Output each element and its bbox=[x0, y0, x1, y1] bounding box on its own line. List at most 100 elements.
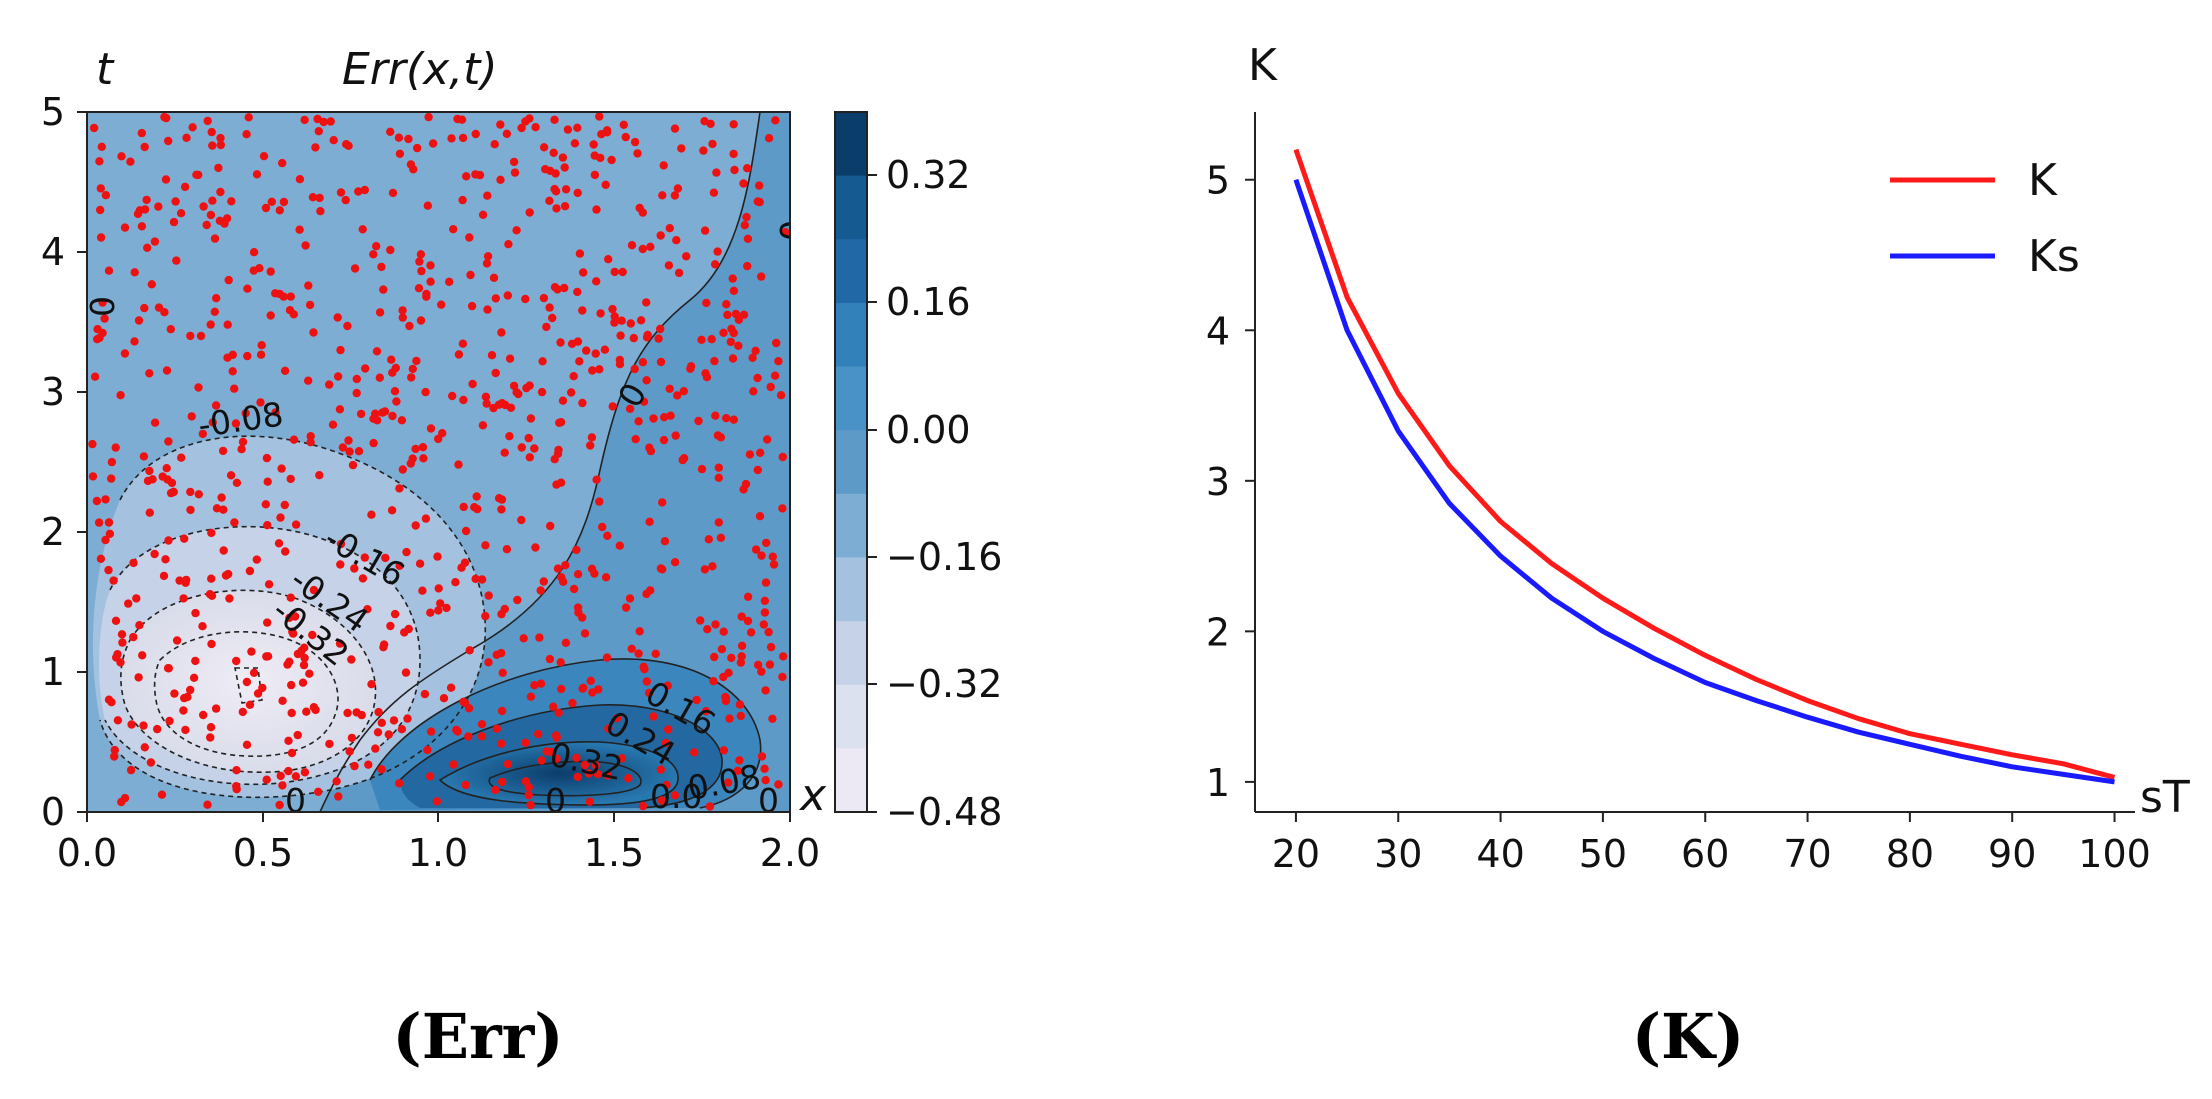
scatter-point bbox=[524, 433, 533, 443]
scatter-point bbox=[764, 627, 773, 637]
scatter-point bbox=[573, 188, 582, 198]
scatter-point bbox=[724, 778, 733, 787]
scatter-point bbox=[638, 208, 647, 217]
y-axis-label: K bbox=[1248, 40, 1278, 91]
contour-field: -0.08 -0.16 -0.24 -0.32 0 0.16 0.24 0.32… bbox=[87, 112, 790, 812]
scatter-point bbox=[573, 287, 582, 297]
scatter-point bbox=[483, 305, 492, 314]
scatter-point bbox=[147, 280, 156, 289]
scatter-point bbox=[722, 300, 731, 309]
scatter-point bbox=[344, 436, 353, 445]
scatter-point bbox=[745, 450, 755, 459]
scatter-point bbox=[743, 592, 753, 601]
scatter-point bbox=[186, 487, 195, 497]
scatter-point bbox=[90, 372, 100, 381]
scatter-point bbox=[500, 448, 509, 457]
scatter-point bbox=[446, 683, 456, 692]
scatter-point bbox=[182, 575, 191, 585]
scatter-point bbox=[408, 364, 417, 374]
scatter-point bbox=[275, 800, 284, 810]
scatter-point bbox=[697, 335, 706, 344]
scatter-point bbox=[658, 498, 667, 507]
x-tick-label: 60 bbox=[1681, 832, 1729, 876]
scatter-point bbox=[719, 746, 729, 755]
scatter-point bbox=[117, 630, 127, 639]
scatter-point bbox=[449, 225, 458, 234]
scatter-point bbox=[465, 646, 474, 655]
scatter-point bbox=[549, 148, 558, 157]
scatter-point bbox=[388, 368, 397, 377]
scatter-point bbox=[304, 281, 313, 290]
scatter-point bbox=[101, 495, 110, 504]
scatter-point bbox=[415, 559, 425, 568]
scatter-point bbox=[539, 293, 549, 303]
scatter-point bbox=[367, 510, 376, 519]
scatter-point bbox=[259, 152, 269, 161]
scatter-point bbox=[162, 366, 172, 375]
scatter-point bbox=[373, 416, 382, 425]
scatter-point bbox=[398, 313, 407, 322]
scatter-point bbox=[665, 384, 674, 393]
scatter-point bbox=[367, 680, 376, 689]
scatter-point bbox=[179, 706, 188, 715]
scatter-point bbox=[203, 116, 212, 126]
scatter-point bbox=[509, 381, 519, 391]
scatter-point bbox=[138, 651, 147, 660]
scatter-point bbox=[631, 435, 640, 444]
x-axis-label: x bbox=[798, 770, 827, 821]
scatter-point bbox=[526, 800, 535, 810]
scatter-point bbox=[350, 564, 359, 573]
scatter-point bbox=[96, 554, 106, 563]
scatter-point bbox=[630, 137, 640, 147]
scatter-point bbox=[372, 347, 382, 356]
scatter-point bbox=[257, 341, 266, 350]
scatter-point bbox=[314, 127, 323, 136]
scatter-point bbox=[402, 547, 411, 557]
scatter-point bbox=[729, 149, 738, 159]
colorbar-band bbox=[835, 493, 867, 559]
scatter-point bbox=[535, 633, 544, 642]
scatter-point bbox=[567, 339, 577, 348]
scatter-point bbox=[461, 780, 470, 790]
scatter-point bbox=[578, 398, 587, 408]
scatter-point bbox=[719, 328, 728, 337]
scatter-point bbox=[530, 681, 539, 690]
scatter-point bbox=[261, 203, 271, 213]
scatter-point bbox=[302, 707, 311, 716]
scatter-point bbox=[328, 420, 338, 429]
scatter-point bbox=[505, 354, 515, 363]
scatter-point bbox=[597, 130, 606, 139]
scatter-point bbox=[171, 197, 180, 206]
scatter-point bbox=[206, 723, 216, 732]
scatter-point bbox=[411, 521, 420, 530]
scatter-point bbox=[316, 207, 325, 216]
scatter-point bbox=[586, 441, 595, 450]
scatter-point bbox=[497, 505, 506, 514]
scatter-point bbox=[561, 561, 570, 570]
scatter-point bbox=[389, 716, 399, 725]
scatter-point bbox=[377, 765, 386, 774]
scatter-point bbox=[742, 212, 751, 222]
scatter-point bbox=[448, 391, 457, 401]
scatter-point bbox=[271, 408, 280, 417]
scatter-point bbox=[751, 545, 761, 554]
scatter-point bbox=[242, 130, 251, 139]
scatter-point bbox=[360, 185, 369, 195]
scatter-point bbox=[636, 316, 646, 325]
scatter-point bbox=[728, 354, 738, 363]
scatter-point bbox=[256, 398, 265, 407]
scatter-point bbox=[194, 490, 203, 499]
scatter-point bbox=[756, 448, 765, 457]
scatter-point bbox=[525, 114, 534, 123]
scatter-point bbox=[191, 656, 200, 666]
scatter-point bbox=[447, 134, 456, 143]
y-tick-label: 4 bbox=[41, 230, 65, 274]
scatter-point bbox=[714, 473, 723, 482]
series-line-ks bbox=[1293, 178, 2115, 785]
colorbar-frame bbox=[834, 111, 868, 813]
scatter-point bbox=[714, 518, 723, 527]
scatter-point bbox=[492, 724, 501, 733]
scatter-point bbox=[587, 433, 597, 442]
scatter-point bbox=[422, 292, 431, 301]
scatter-point bbox=[398, 306, 407, 315]
